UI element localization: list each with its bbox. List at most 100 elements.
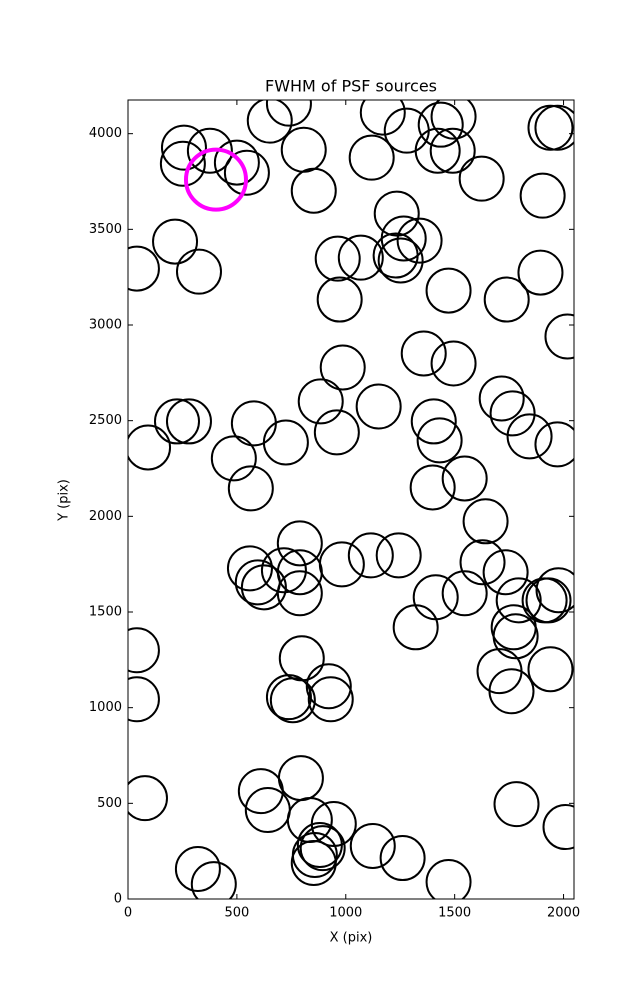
point (165, 398, 212, 445)
point (396, 217, 443, 264)
y-tick-label: 4000 (89, 126, 122, 141)
point (425, 267, 472, 314)
point (213, 139, 260, 186)
point (392, 604, 439, 651)
point (305, 663, 352, 710)
point (152, 218, 199, 265)
point (128, 245, 160, 292)
point (458, 155, 505, 202)
plot-frame (127, 99, 575, 900)
point (517, 249, 564, 296)
y-tick-label: 3500 (89, 222, 122, 237)
point (521, 577, 568, 624)
point (128, 676, 160, 723)
point (377, 237, 424, 284)
point (535, 567, 574, 614)
point (372, 232, 419, 279)
point (128, 424, 172, 471)
y-tick-label: 500 (97, 796, 122, 811)
point (318, 541, 365, 588)
point (482, 549, 529, 596)
point (347, 532, 394, 579)
point (379, 835, 426, 882)
point (319, 344, 366, 391)
point (430, 100, 477, 140)
point (265, 674, 312, 721)
point (429, 127, 476, 174)
point (348, 134, 395, 181)
point (262, 419, 309, 466)
point (493, 781, 540, 828)
y-tick-label: 0 (114, 892, 122, 907)
x-axis-label: X (pix) (330, 931, 373, 946)
point (160, 124, 207, 171)
point (128, 775, 168, 822)
point (175, 248, 222, 295)
point (276, 570, 323, 617)
point (412, 574, 459, 621)
point (441, 570, 488, 617)
point (299, 825, 346, 872)
point (373, 190, 420, 237)
point (359, 100, 406, 136)
point (297, 378, 344, 425)
point (409, 464, 456, 511)
point (276, 520, 323, 567)
point (416, 417, 463, 464)
y-tick-label: 3000 (89, 318, 122, 333)
highlight-point (183, 147, 248, 212)
point (534, 421, 574, 468)
point (489, 390, 536, 437)
point (153, 398, 200, 445)
point (227, 465, 274, 512)
chart-title: FWHM of PSF sources (265, 77, 437, 96)
point (278, 635, 325, 682)
point (313, 409, 360, 456)
point (296, 822, 343, 869)
point (290, 167, 337, 214)
point (410, 398, 457, 445)
point (223, 149, 270, 196)
point (307, 676, 354, 723)
point (506, 413, 553, 460)
point (534, 104, 574, 151)
point (430, 340, 477, 387)
x-tick-label: 500 (224, 906, 249, 921)
point (186, 127, 233, 174)
point (314, 235, 361, 282)
y-tick-label: 2000 (89, 509, 122, 524)
point (459, 539, 506, 586)
point (337, 234, 384, 281)
point (128, 627, 160, 674)
y-axis-label: Y (pix) (57, 479, 72, 522)
point (260, 547, 307, 594)
point (525, 577, 572, 624)
point (544, 313, 574, 360)
point (280, 126, 327, 173)
point (226, 545, 273, 592)
point (414, 127, 461, 174)
point (527, 104, 574, 151)
point (495, 577, 542, 624)
point (542, 804, 574, 851)
y-tick-label: 2500 (89, 413, 122, 428)
point (492, 613, 539, 660)
point (240, 564, 287, 611)
x-tick-label: 1000 (329, 906, 362, 921)
point (488, 668, 535, 715)
point (210, 435, 257, 482)
x-tick-label: 0 (124, 906, 132, 921)
point (355, 383, 402, 430)
point (527, 646, 574, 693)
point (316, 276, 363, 323)
point (190, 861, 237, 899)
point (244, 787, 291, 834)
point (425, 858, 472, 899)
point (483, 276, 530, 323)
plot-area (128, 100, 574, 899)
y-tick-label: 1500 (89, 605, 122, 620)
point (265, 100, 312, 127)
point (277, 755, 324, 802)
point (159, 140, 206, 187)
